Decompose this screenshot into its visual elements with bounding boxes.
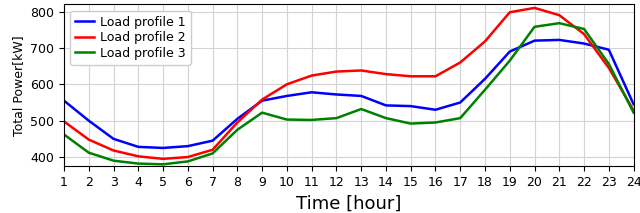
Load profile 2 [481, 40, 489, 43]
Load profile 1 [308, 91, 316, 94]
Load profile 2 [431, 75, 439, 78]
Line: Load profile 2: Load profile 2 [64, 8, 634, 159]
Load profile 2 [556, 14, 563, 16]
Load profile 3 [605, 63, 612, 65]
Load profile 3 [234, 128, 241, 131]
Line: Load profile 1: Load profile 1 [64, 40, 634, 148]
Load profile 1 [580, 42, 588, 45]
Load profile 2 [109, 149, 117, 152]
Load profile 2 [605, 67, 612, 69]
Load profile 3 [209, 152, 216, 155]
Load profile 2 [333, 70, 340, 73]
Load profile 3 [431, 121, 439, 124]
Load profile 3 [481, 88, 489, 91]
Load profile 1 [357, 95, 365, 97]
Load profile 3 [630, 111, 637, 114]
Load profile 1 [481, 78, 489, 80]
Y-axis label: Total Power[kW]: Total Power[kW] [12, 35, 25, 135]
Load profile 3 [556, 22, 563, 24]
Load profile 3 [456, 117, 464, 119]
Load profile 2 [382, 73, 390, 75]
Load profile 1 [134, 145, 142, 148]
Load profile 3 [259, 111, 266, 114]
Load profile 1 [456, 101, 464, 104]
Load profile 2 [357, 69, 365, 72]
Load profile 2 [234, 121, 241, 124]
Line: Load profile 3: Load profile 3 [64, 23, 634, 164]
Load profile 1 [605, 48, 612, 51]
Load profile 3 [184, 160, 191, 163]
Load profile 3 [283, 118, 291, 121]
Load profile 2 [407, 75, 415, 78]
Load profile 1 [333, 93, 340, 96]
Load profile 1 [556, 39, 563, 41]
Legend: Load profile 1, Load profile 2, Load profile 3: Load profile 1, Load profile 2, Load pro… [70, 10, 191, 65]
Load profile 1 [184, 145, 191, 147]
Load profile 1 [531, 39, 538, 42]
Load profile 3 [407, 122, 415, 125]
Load profile 3 [308, 119, 316, 121]
Load profile 2 [506, 11, 514, 14]
Load profile 2 [209, 148, 216, 151]
Load profile 3 [159, 163, 167, 166]
Load profile 1 [60, 99, 68, 102]
Load profile 1 [85, 119, 93, 122]
X-axis label: Time [hour]: Time [hour] [296, 194, 401, 212]
Load profile 2 [159, 158, 167, 160]
Load profile 3 [580, 28, 588, 30]
Load profile 1 [407, 105, 415, 107]
Load profile 3 [333, 117, 340, 119]
Load profile 2 [134, 155, 142, 158]
Load profile 1 [506, 50, 514, 53]
Load profile 2 [85, 138, 93, 141]
Load profile 3 [134, 162, 142, 165]
Load profile 2 [259, 98, 266, 101]
Load profile 1 [283, 95, 291, 97]
Load profile 2 [283, 83, 291, 86]
Load profile 3 [109, 159, 117, 162]
Load profile 1 [159, 147, 167, 149]
Load profile 3 [60, 133, 68, 136]
Load profile 2 [630, 109, 637, 112]
Load profile 3 [357, 108, 365, 110]
Load profile 1 [109, 138, 117, 140]
Load profile 2 [60, 120, 68, 123]
Load profile 3 [531, 26, 538, 28]
Load profile 3 [506, 59, 514, 62]
Load profile 2 [580, 33, 588, 35]
Load profile 3 [85, 151, 93, 154]
Load profile 2 [531, 7, 538, 9]
Load profile 1 [431, 108, 439, 111]
Load profile 2 [184, 156, 191, 158]
Load profile 1 [630, 103, 637, 106]
Load profile 1 [259, 99, 266, 102]
Load profile 1 [382, 104, 390, 107]
Load profile 2 [308, 74, 316, 77]
Load profile 1 [234, 118, 241, 120]
Load profile 2 [456, 61, 464, 64]
Load profile 3 [382, 117, 390, 119]
Load profile 1 [209, 139, 216, 142]
